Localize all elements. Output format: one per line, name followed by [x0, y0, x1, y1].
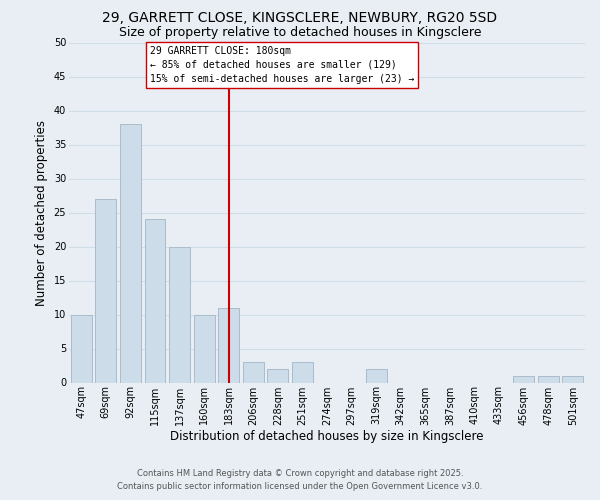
Bar — [120, 124, 141, 382]
Bar — [292, 362, 313, 382]
Text: Size of property relative to detached houses in Kingsclere: Size of property relative to detached ho… — [119, 26, 481, 39]
X-axis label: Distribution of detached houses by size in Kingsclere: Distribution of detached houses by size … — [170, 430, 484, 443]
Text: Contains HM Land Registry data © Crown copyright and database right 2025.
Contai: Contains HM Land Registry data © Crown c… — [118, 469, 482, 491]
Y-axis label: Number of detached properties: Number of detached properties — [35, 120, 48, 306]
Bar — [169, 246, 190, 382]
Bar — [538, 376, 559, 382]
Text: 29, GARRETT CLOSE, KINGSCLERE, NEWBURY, RG20 5SD: 29, GARRETT CLOSE, KINGSCLERE, NEWBURY, … — [103, 11, 497, 25]
Bar — [513, 376, 534, 382]
Bar — [562, 376, 583, 382]
Bar — [194, 314, 215, 382]
Bar — [145, 220, 166, 382]
Bar — [218, 308, 239, 382]
Bar — [71, 314, 92, 382]
Bar — [268, 369, 289, 382]
Bar — [365, 369, 386, 382]
Bar — [95, 199, 116, 382]
Bar — [243, 362, 264, 382]
Text: 29 GARRETT CLOSE: 180sqm
← 85% of detached houses are smaller (129)
15% of semi-: 29 GARRETT CLOSE: 180sqm ← 85% of detach… — [150, 46, 415, 84]
